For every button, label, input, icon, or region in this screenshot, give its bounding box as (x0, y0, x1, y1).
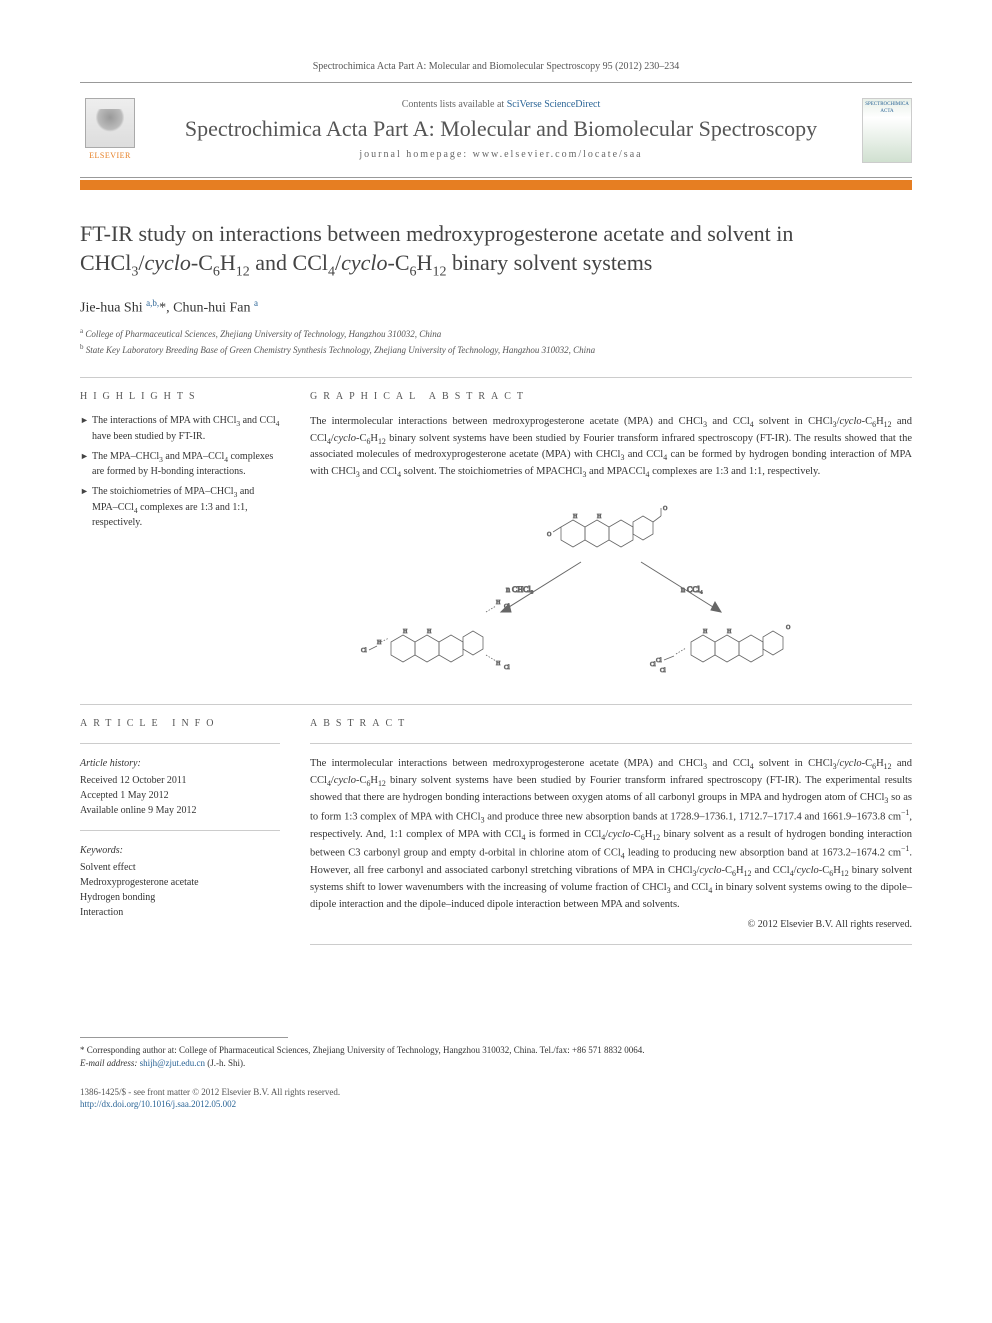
journal-cover-thumbnail: SPECTROCHIMICA ACTA (862, 98, 912, 163)
article-info-column: ARTICLE INFO Article history: Received 1… (80, 717, 280, 957)
article-info-heading: ARTICLE INFO (80, 717, 280, 731)
email-line: E-mail address: shijh@zjut.edu.cn (J.-h.… (80, 1057, 912, 1070)
separator (80, 704, 912, 705)
history-head: Article history: (80, 756, 280, 771)
affiliation-a: a College of Pharmaceutical Sciences, Zh… (80, 326, 912, 342)
publisher-logo: ELSEVIER (80, 95, 140, 165)
history-accepted: Accepted 1 May 2012 (80, 788, 280, 803)
svg-text:H: H (377, 640, 382, 646)
affiliation-b: b State Key Laboratory Breeding Base of … (80, 342, 912, 358)
arrow-label-left: n CHCl₃ (506, 585, 534, 594)
svg-text:Cl: Cl (504, 604, 510, 610)
keyword: Medroxyprogesterone acetate (80, 875, 280, 890)
svg-text:H: H (727, 629, 732, 635)
svg-text:H: H (427, 629, 432, 635)
ga-heading: GRAPHICAL ABSTRACT (310, 390, 912, 404)
history-received: Received 12 October 2011 (80, 773, 280, 788)
doi-link[interactable]: http://dx.doi.org/10.1016/j.saa.2012.05.… (80, 1099, 236, 1109)
accent-bar (80, 180, 912, 190)
svg-text:Cl: Cl (660, 668, 666, 674)
contents-prefix: Contents lists available at (402, 99, 507, 110)
journal-homepage: journal homepage: www.elsevier.com/locat… (156, 148, 846, 162)
separator (80, 830, 280, 831)
svg-text:H: H (496, 661, 501, 667)
keyword: Solvent effect (80, 860, 280, 875)
highlights-list: The interactions of MPA with CHCl3 and C… (80, 414, 280, 530)
bottom-meta: 1386-1425/$ - see front matter © 2012 El… (80, 1086, 912, 1111)
svg-text:O: O (663, 506, 668, 512)
corresponding-text: * Corresponding author at: College of Ph… (80, 1044, 912, 1057)
svg-text:Cl: Cl (504, 665, 510, 671)
article-info-body: Article history: Received 12 October 201… (80, 756, 280, 920)
graphical-abstract-column: GRAPHICAL ABSTRACT The intermolecular in… (310, 390, 912, 692)
svg-text:O: O (786, 625, 791, 631)
svg-text:H: H (573, 514, 578, 520)
highlight-item: The MPA–CHCl3 and MPA–CCl4 complexes are… (80, 450, 280, 480)
highlights-heading: HIGHLIGHTS (80, 390, 280, 404)
journal-header: ELSEVIER Contents lists available at Sci… (80, 82, 912, 178)
highlight-item: The stoichiometries of MPA–CHCl3 and MPA… (80, 485, 280, 530)
separator (310, 944, 912, 945)
svg-text:Cl: Cl (656, 658, 662, 664)
email-link[interactable]: shijh@zjut.edu.cn (140, 1058, 205, 1068)
keywords-head: Keywords: (80, 843, 280, 858)
svg-text:Cl: Cl (650, 662, 656, 668)
authors-line: Jie-hua Shi a,b,*, Chun-hui Fan a (80, 297, 912, 318)
svg-text:H: H (703, 629, 708, 635)
separator (80, 377, 912, 378)
affiliations: a College of Pharmaceutical Sciences, Zh… (80, 326, 912, 357)
reaction-scheme-svg: H H O O n CHCl₃ n CCl₄ (331, 492, 891, 692)
issn-line: 1386-1425/$ - see front matter © 2012 El… (80, 1086, 912, 1099)
info-abstract-row: ARTICLE INFO Article history: Received 1… (80, 717, 912, 957)
publisher-name: ELSEVIER (89, 150, 131, 161)
abstract-text: The intermolecular interactions between … (310, 756, 912, 912)
highlights-ga-row: HIGHLIGHTS The interactions of MPA with … (80, 390, 912, 692)
svg-text:Cl: Cl (361, 648, 367, 654)
highlights-column: HIGHLIGHTS The interactions of MPA with … (80, 390, 280, 692)
article-title: FT-IR study on interactions between medr… (80, 220, 912, 281)
email-label: E-mail address: (80, 1058, 137, 1068)
abstract-column: ABSTRACT The intermolecular interactions… (310, 717, 912, 957)
ga-text: The intermolecular interactions between … (310, 414, 912, 480)
keyword: Hydrogen bonding (80, 890, 280, 905)
svg-text:O: O (547, 532, 552, 538)
svg-text:H: H (496, 600, 501, 606)
keyword: Interaction (80, 905, 280, 920)
sciencedirect-link[interactable]: SciVerse ScienceDirect (507, 99, 601, 110)
journal-reference: Spectrochimica Acta Part A: Molecular an… (80, 60, 912, 74)
highlight-item: The interactions of MPA with CHCl3 and C… (80, 414, 280, 444)
copyright-line: © 2012 Elsevier B.V. All rights reserved… (310, 918, 912, 932)
journal-name: Spectrochimica Acta Part A: Molecular an… (156, 116, 846, 142)
corresponding-author-footnote: * Corresponding author at: College of Ph… (80, 1044, 912, 1069)
svg-text:H: H (403, 629, 408, 635)
elsevier-tree-icon (85, 98, 135, 148)
abstract-heading: ABSTRACT (310, 717, 912, 731)
cover-text: SPECTROCHIMICA ACTA (865, 102, 909, 114)
svg-text:H: H (597, 514, 602, 520)
separator (80, 743, 280, 744)
footnote-separator (80, 1037, 288, 1038)
contents-available-line: Contents lists available at SciVerse Sci… (156, 98, 846, 112)
arrow-label-right: n CCl₄ (681, 585, 703, 594)
history-online: Available online 9 May 2012 (80, 803, 280, 818)
separator (310, 743, 912, 744)
page-root: Spectrochimica Acta Part A: Molecular an… (0, 0, 992, 1151)
header-center: Contents lists available at SciVerse Sci… (156, 98, 846, 162)
email-suffix: (J.-h. Shi). (207, 1058, 245, 1068)
ga-scheme-figure: H H O O n CHCl₃ n CCl₄ (310, 492, 912, 692)
